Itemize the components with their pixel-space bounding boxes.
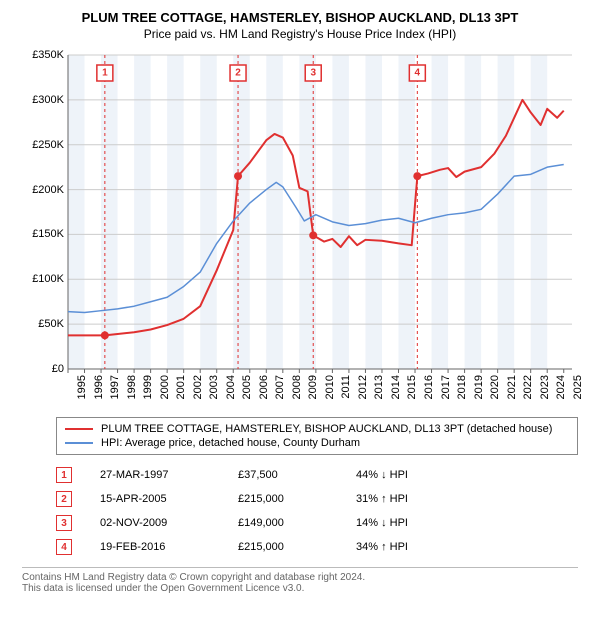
legend-swatch <box>65 442 93 444</box>
transaction-badge: 2 <box>56 491 72 507</box>
legend-label: HPI: Average price, detached house, Coun… <box>101 437 360 449</box>
legend-swatch <box>65 428 93 430</box>
x-axis-label: 1997 <box>109 375 121 399</box>
transaction-badge: 3 <box>56 515 72 531</box>
transaction-date: 02-NOV-2009 <box>100 517 210 529</box>
y-axis-label: £200K <box>32 184 64 196</box>
x-axis-label: 1999 <box>142 375 154 399</box>
x-axis-label: 2001 <box>175 375 187 399</box>
x-axis-label: 2005 <box>241 375 253 399</box>
y-axis-label: £150K <box>32 228 64 240</box>
x-axis-label: 1998 <box>126 375 138 399</box>
x-axis-label: 2003 <box>208 375 220 399</box>
x-axis-label: 2011 <box>340 375 352 399</box>
transaction-delta: 31% ↑ HPI <box>356 493 466 505</box>
svg-text:3: 3 <box>310 68 316 79</box>
x-axis-label: 2012 <box>357 375 369 399</box>
x-axis-label: 2023 <box>539 375 551 399</box>
x-axis-label: 2013 <box>373 375 385 399</box>
chart-title: PLUM TREE COTTAGE, HAMSTERLEY, BISHOP AU… <box>10 10 590 25</box>
footer-line-1: Contains HM Land Registry data © Crown c… <box>22 572 578 583</box>
x-axis-label: 2002 <box>192 375 204 399</box>
transactions-table: 1 27-MAR-1997 £37,500 44% ↓ HPI 2 15-APR-2005… <box>56 463 578 559</box>
footer: Contains HM Land Registry data © Crown c… <box>22 567 578 594</box>
x-axis-label: 2020 <box>489 375 501 399</box>
transaction-delta: 44% ↓ HPI <box>356 469 466 481</box>
x-axis-label: 2016 <box>423 375 435 399</box>
y-axis-label: £100K <box>32 273 64 285</box>
x-axis-label: 1995 <box>76 375 88 399</box>
transaction-row: 2 15-APR-2005 £215,000 31% ↑ HPI <box>56 487 578 511</box>
x-axis-label: 2022 <box>522 375 534 399</box>
x-axis-label: 2009 <box>307 375 319 399</box>
x-axis-label: 2017 <box>440 375 452 399</box>
transaction-delta: 14% ↓ HPI <box>356 517 466 529</box>
footer-line-2: This data is licensed under the Open Gov… <box>22 583 578 594</box>
price-chart: 1 2 3 4 £0 £50K £100K £150K £200K £250K £300K £350… <box>20 49 580 409</box>
x-axis-label: 2010 <box>324 375 336 399</box>
x-axis-label: 2008 <box>291 375 303 399</box>
x-axis-label: 2007 <box>274 375 286 399</box>
x-axis-label: 2018 <box>456 375 468 399</box>
y-axis-label: £0 <box>52 363 64 375</box>
legend: PLUM TREE COTTAGE, HAMSTERLEY, BISHOP AU… <box>56 417 578 455</box>
y-axis-label: £50K <box>38 318 64 330</box>
legend-item: HPI: Average price, detached house, Coun… <box>65 436 569 450</box>
x-axis-label: 1996 <box>93 375 105 399</box>
y-axis-label: £300K <box>32 94 64 106</box>
svg-text:1: 1 <box>102 68 108 79</box>
legend-label: PLUM TREE COTTAGE, HAMSTERLEY, BISHOP AU… <box>101 423 552 435</box>
x-axis-label: 2000 <box>159 375 171 399</box>
transaction-badge: 4 <box>56 539 72 555</box>
transaction-row: 1 27-MAR-1997 £37,500 44% ↓ HPI <box>56 463 578 487</box>
chart-svg: 1 2 3 4 <box>20 49 580 409</box>
svg-text:4: 4 <box>415 68 421 79</box>
x-axis-label: 2004 <box>225 375 237 399</box>
transaction-price: £37,500 <box>238 469 328 481</box>
chart-subtitle: Price paid vs. HM Land Registry's House … <box>10 27 590 41</box>
transaction-delta: 34% ↑ HPI <box>356 541 466 553</box>
x-axis-label: 2019 <box>473 375 485 399</box>
x-axis-label: 2014 <box>390 375 402 399</box>
x-axis-label: 2015 <box>406 375 418 399</box>
transaction-badge: 1 <box>56 467 72 483</box>
y-axis-label: £250K <box>32 139 64 151</box>
transaction-row: 3 02-NOV-2009 £149,000 14% ↓ HPI <box>56 511 578 535</box>
legend-item: PLUM TREE COTTAGE, HAMSTERLEY, BISHOP AU… <box>65 422 569 436</box>
x-axis-label: 2025 <box>572 375 584 399</box>
svg-text:2: 2 <box>235 68 241 79</box>
x-axis-label: 2006 <box>258 375 270 399</box>
transaction-date: 27-MAR-1997 <box>100 469 210 481</box>
transaction-date: 19-FEB-2016 <box>100 541 210 553</box>
y-axis-label: £350K <box>32 49 64 61</box>
transaction-row: 4 19-FEB-2016 £215,000 34% ↑ HPI <box>56 535 578 559</box>
transaction-price: £149,000 <box>238 517 328 529</box>
transaction-date: 15-APR-2005 <box>100 493 210 505</box>
x-axis-label: 2024 <box>555 375 567 399</box>
transaction-price: £215,000 <box>238 493 328 505</box>
transaction-price: £215,000 <box>238 541 328 553</box>
x-axis-label: 2021 <box>506 375 518 399</box>
